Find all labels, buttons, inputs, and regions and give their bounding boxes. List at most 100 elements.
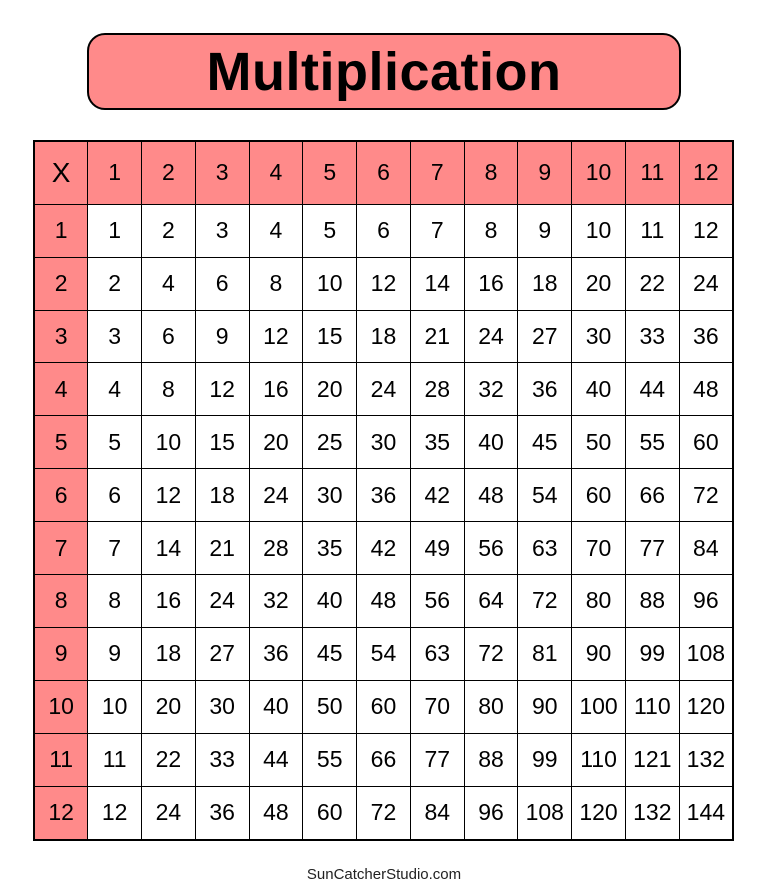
product-cell: 15 — [302, 309, 358, 364]
product-cell: 99 — [517, 732, 573, 787]
product-cell: 28 — [409, 362, 465, 417]
product-cell: 24 — [356, 362, 411, 417]
table-row: 12 12 24 36 48 60 72 84 96 108 120 132 144 — [33, 785, 734, 841]
product-cell: 64 — [463, 574, 519, 628]
table-row: 11 11 22 33 44 55 66 77 88 99 110 121 132 — [33, 732, 734, 787]
product-cell: 14 — [141, 521, 196, 576]
row-header: 3 — [33, 309, 89, 364]
product-cell: 30 — [302, 468, 358, 523]
product-cell: 27 — [517, 309, 573, 364]
product-cell: 7 — [409, 203, 465, 258]
product-cell: 56 — [409, 574, 465, 628]
product-cell: 36 — [194, 785, 250, 841]
column-header: 8 — [463, 140, 519, 205]
title-banner: Multiplication — [87, 33, 681, 110]
product-cell: 60 — [356, 679, 411, 734]
product-cell: 80 — [571, 574, 626, 628]
header-row: X 1 2 3 4 5 6 7 8 9 10 11 12 — [33, 140, 734, 205]
product-cell: 1 — [87, 203, 143, 258]
row-header: 6 — [33, 468, 89, 523]
product-cell: 25 — [302, 415, 358, 470]
product-cell: 18 — [141, 626, 196, 681]
product-cell: 2 — [141, 203, 196, 258]
product-cell: 60 — [678, 415, 734, 470]
table-row: 10 10 20 30 40 50 60 70 80 90 100 110 120 — [33, 679, 734, 734]
product-cell: 44 — [624, 362, 680, 417]
product-cell: 72 — [356, 785, 411, 841]
column-header: 2 — [141, 140, 196, 205]
product-cell: 27 — [194, 626, 250, 681]
row-header: 4 — [33, 362, 89, 417]
product-cell: 12 — [248, 309, 304, 364]
row-header: 12 — [33, 785, 89, 841]
product-cell: 11 — [624, 203, 680, 258]
product-cell: 48 — [356, 574, 411, 628]
product-cell: 72 — [517, 574, 573, 628]
product-cell: 80 — [463, 679, 519, 734]
product-cell: 7 — [87, 521, 143, 576]
product-cell: 32 — [463, 362, 519, 417]
table-row: 2 2 4 6 8 10 12 14 16 18 20 22 24 — [33, 256, 734, 311]
footer-credit: SunCatcherStudio.com — [306, 866, 462, 883]
product-cell: 88 — [624, 574, 680, 628]
product-cell: 88 — [463, 732, 519, 787]
product-cell: 63 — [409, 626, 465, 681]
product-cell: 24 — [248, 468, 304, 523]
product-cell: 8 — [87, 574, 143, 628]
product-cell: 18 — [194, 468, 250, 523]
product-cell: 22 — [624, 256, 680, 311]
product-cell: 21 — [194, 521, 250, 576]
product-cell: 16 — [141, 574, 196, 628]
table-row: 7 7 14 21 28 35 42 49 56 63 70 77 84 — [33, 521, 734, 576]
product-cell: 100 — [571, 679, 626, 734]
product-cell: 72 — [678, 468, 734, 523]
column-header: 10 — [571, 140, 626, 205]
product-cell: 84 — [409, 785, 465, 841]
product-cell: 36 — [678, 309, 734, 364]
table-row: 5 5 10 15 20 25 30 35 40 45 50 55 60 — [33, 415, 734, 470]
product-cell: 63 — [517, 521, 573, 576]
product-cell: 12 — [678, 203, 734, 258]
product-cell: 132 — [624, 785, 680, 841]
product-cell: 8 — [463, 203, 519, 258]
product-cell: 10 — [302, 256, 358, 311]
product-cell: 108 — [517, 785, 573, 841]
column-header: 9 — [517, 140, 573, 205]
product-cell: 18 — [517, 256, 573, 311]
product-cell: 48 — [678, 362, 734, 417]
column-header: 3 — [194, 140, 250, 205]
product-cell: 40 — [571, 362, 626, 417]
product-cell: 77 — [624, 521, 680, 576]
product-cell: 96 — [678, 574, 734, 628]
product-cell: 10 — [87, 679, 143, 734]
product-cell: 20 — [571, 256, 626, 311]
column-header: 4 — [248, 140, 304, 205]
column-header: 11 — [624, 140, 680, 205]
product-cell: 30 — [194, 679, 250, 734]
product-cell: 12 — [141, 468, 196, 523]
product-cell: 24 — [141, 785, 196, 841]
product-cell: 54 — [517, 468, 573, 523]
product-cell: 48 — [463, 468, 519, 523]
product-cell: 40 — [463, 415, 519, 470]
product-cell: 16 — [463, 256, 519, 311]
multiplication-table: X 1 2 3 4 5 6 7 8 9 10 11 12 1 1 2 3 4 5 6 7 8 9 10 11 12 2 2 4 6 8 10 1… — [33, 140, 734, 841]
column-header: 12 — [678, 140, 734, 205]
product-cell: 45 — [517, 415, 573, 470]
product-cell: 18 — [356, 309, 411, 364]
product-cell: 20 — [248, 415, 304, 470]
column-header: 6 — [356, 140, 411, 205]
product-cell: 30 — [571, 309, 626, 364]
product-cell: 10 — [571, 203, 626, 258]
row-header: 1 — [33, 203, 89, 258]
product-cell: 120 — [678, 679, 734, 734]
product-cell: 3 — [194, 203, 250, 258]
product-cell: 14 — [409, 256, 465, 311]
product-cell: 121 — [624, 732, 680, 787]
product-cell: 55 — [302, 732, 358, 787]
row-header: 11 — [33, 732, 89, 787]
row-header: 5 — [33, 415, 89, 470]
product-cell: 144 — [678, 785, 734, 841]
row-header: 9 — [33, 626, 89, 681]
table-row: 3 3 6 9 12 15 18 21 24 27 30 33 36 — [33, 309, 734, 364]
